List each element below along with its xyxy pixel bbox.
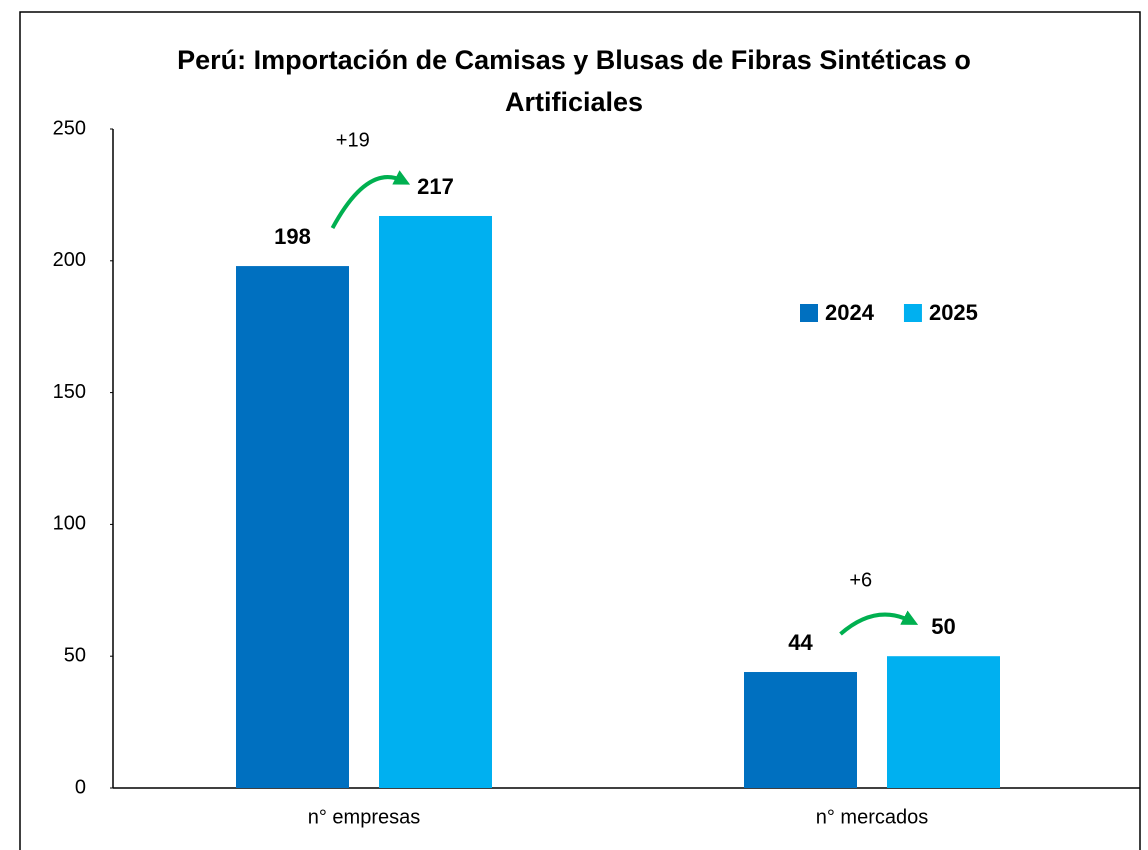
y-tick-label: 100: [53, 513, 86, 535]
bar: [887, 656, 1000, 788]
annotation: +19: [336, 129, 370, 151]
chart-title: Artificiales: [505, 87, 643, 117]
legend-label: 2025: [929, 300, 978, 325]
y-tick-label: 0: [75, 776, 86, 798]
data-label: 44: [788, 630, 813, 655]
legend-label: 2024: [825, 300, 875, 325]
data-label: 50: [931, 614, 955, 639]
chart-frame: [19, 11, 1141, 850]
legend-swatch: [903, 304, 922, 322]
change-arrow: [330, 170, 411, 230]
bar: [744, 672, 857, 788]
x-tick-label: n° empresas: [308, 806, 421, 828]
y-tick-label: 250: [53, 117, 86, 139]
data-label: 198: [274, 224, 311, 249]
data-label: 217: [417, 174, 454, 199]
chart-title: Perú: Importación de Camisas y Blusas de…: [177, 45, 971, 75]
y-tick-label: 50: [64, 644, 86, 666]
annotation: +6: [849, 569, 872, 591]
y-tick-label: 200: [53, 249, 86, 271]
bar: [379, 215, 492, 788]
bar: [236, 266, 349, 788]
legend-swatch: [800, 304, 818, 322]
change-arrow: [839, 610, 919, 636]
x-tick-label: n° mercados: [816, 806, 929, 828]
y-tick-label: 150: [53, 381, 86, 403]
